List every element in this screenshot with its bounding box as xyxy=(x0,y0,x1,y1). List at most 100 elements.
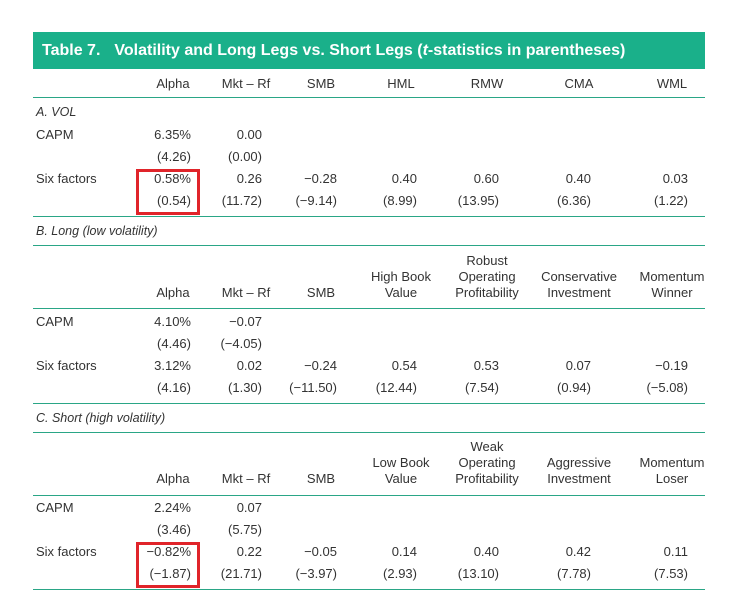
column-header-line: Alpha xyxy=(156,285,190,300)
value-cell: 0.07 xyxy=(236,500,262,515)
table-title-banner: Table 7. Volatility and Long Legs vs. Sho… xyxy=(33,32,705,69)
column-header-line: Operating xyxy=(458,455,516,470)
tstat-cell: (−9.14) xyxy=(295,193,337,208)
panel-b-label: B. Long (low volatility) xyxy=(36,224,158,238)
value-cell: 4.10% xyxy=(154,314,191,329)
tstat-cell: (0.00) xyxy=(228,149,262,164)
rule-b-end xyxy=(33,403,705,404)
row-label-a-six: Six factors xyxy=(36,171,97,186)
rule-c-top xyxy=(33,432,705,433)
value-cell: −0.82% xyxy=(146,544,191,559)
rule-b-header xyxy=(33,308,705,309)
header-a-hml: HML xyxy=(387,76,415,91)
value-cell: 0.14 xyxy=(391,544,417,559)
header-a-smb: SMB xyxy=(306,76,336,91)
value-cell: 6.35% xyxy=(154,127,191,142)
value-cell: 0.40 xyxy=(391,171,417,186)
column-header-line: Investment xyxy=(547,471,611,486)
value-cell: −0.05 xyxy=(304,544,337,559)
tstat-cell: (13.95) xyxy=(457,193,499,208)
value-cell: 0.53 xyxy=(473,358,499,373)
rule-b-top xyxy=(33,245,705,246)
column-header-line: Loser xyxy=(655,471,689,486)
rule-c-header xyxy=(33,495,705,496)
highlight-box-vol-alpha xyxy=(136,169,200,215)
value-cell: 0.11 xyxy=(663,544,688,559)
table-number: Table 7. xyxy=(42,42,101,59)
row-label-b-capm: CAPM xyxy=(36,314,74,329)
value-cell: 0.02 xyxy=(236,358,262,373)
tstat-cell: (4.46) xyxy=(157,336,191,351)
value-cell: 0.40 xyxy=(565,171,591,186)
tstat-cell: (12.44) xyxy=(375,380,417,395)
column-header-line: Momentum xyxy=(639,269,705,284)
value-cell: −0.28 xyxy=(304,171,337,186)
column-header-line: Mkt – Rf xyxy=(221,471,271,486)
row-label-c-capm: CAPM xyxy=(36,500,74,515)
tstat-cell: (4.16) xyxy=(157,380,191,395)
value-cell: −0.24 xyxy=(304,358,337,373)
value-cell: 2.24% xyxy=(154,500,191,515)
tstat-cell: (3.46) xyxy=(157,522,191,537)
column-header-line: SMB xyxy=(306,471,336,486)
value-cell: 0.07 xyxy=(565,358,591,373)
tstat-cell: (0.54) xyxy=(157,193,191,208)
tstat-cell: (1.30) xyxy=(228,380,262,395)
header-a-rmw: RMW xyxy=(470,76,504,91)
column-header-line: Low Book xyxy=(372,455,430,470)
header-a-alpha: Alpha xyxy=(156,76,190,91)
column-header-line: Aggressive xyxy=(546,455,612,470)
tstat-cell: (−5.08) xyxy=(646,380,688,395)
value-cell: −0.19 xyxy=(655,358,688,373)
column-header-line: Profitability xyxy=(455,471,519,486)
value-cell: −0.07 xyxy=(229,314,262,329)
value-cell: 0.40 xyxy=(473,544,499,559)
column-header-line: Weak xyxy=(470,439,504,454)
value-cell: 0.00 xyxy=(236,127,262,142)
value-cell: 0.58% xyxy=(154,171,191,186)
rule-a-header xyxy=(33,97,705,98)
column-header-line: SMB xyxy=(306,285,336,300)
tstat-cell: (5.75) xyxy=(228,522,262,537)
tstat-cell: (−1.87) xyxy=(149,566,191,581)
header-a-cma: CMA xyxy=(564,76,594,91)
row-label-b-six: Six factors xyxy=(36,358,97,373)
row-label-c-six: Six factors xyxy=(36,544,97,559)
tstat-cell: (7.78) xyxy=(557,566,591,581)
panel-c-label: C. Short (high volatility) xyxy=(36,411,166,425)
value-cell: 0.54 xyxy=(391,358,417,373)
panel-a-label: A. VOL xyxy=(36,105,77,119)
column-header-line: Value xyxy=(384,471,418,486)
value-cell: 0.60 xyxy=(473,171,499,186)
column-header-line: Momentum xyxy=(639,455,705,470)
title-text-italic: t xyxy=(422,42,428,59)
column-header-line: Mkt – Rf xyxy=(221,285,271,300)
tstat-cell: (−11.50) xyxy=(289,380,337,395)
tstat-cell: (11.72) xyxy=(221,193,262,208)
column-header-line: Alpha xyxy=(156,471,190,486)
tstat-cell: (7.54) xyxy=(465,380,499,395)
tstat-cell: (7.53) xyxy=(654,566,688,581)
tstat-cell: (1.22) xyxy=(654,193,688,208)
header-a-mkt: Mkt – Rf xyxy=(221,76,271,91)
tstat-cell: (0.94) xyxy=(557,380,591,395)
value-cell: 0.42 xyxy=(565,544,591,559)
header-a-wml: WML xyxy=(656,76,688,91)
tstat-cell: (−3.97) xyxy=(295,566,337,581)
column-header-line: Winner xyxy=(651,285,693,300)
column-header-line: Value xyxy=(384,285,418,300)
column-header-line: Operating xyxy=(458,269,516,284)
value-cell: 0.22 xyxy=(236,544,262,559)
value-cell: 0.03 xyxy=(662,171,688,186)
tstat-cell: (21.71) xyxy=(220,566,262,581)
value-cell: 3.12% xyxy=(154,358,191,373)
column-header-line: Investment xyxy=(547,285,611,300)
row-label-a-capm: CAPM xyxy=(36,127,74,142)
tstat-cell: (8.99) xyxy=(383,193,417,208)
rule-a-end xyxy=(33,216,705,217)
column-header-line: Profitability xyxy=(455,285,519,300)
title-text-before: Volatility and Long Legs vs. Short Legs … xyxy=(114,42,423,59)
tstat-cell: (−4.05) xyxy=(220,336,262,351)
column-header-line: Robust xyxy=(466,253,508,268)
tstat-cell: (4.26) xyxy=(157,149,191,164)
